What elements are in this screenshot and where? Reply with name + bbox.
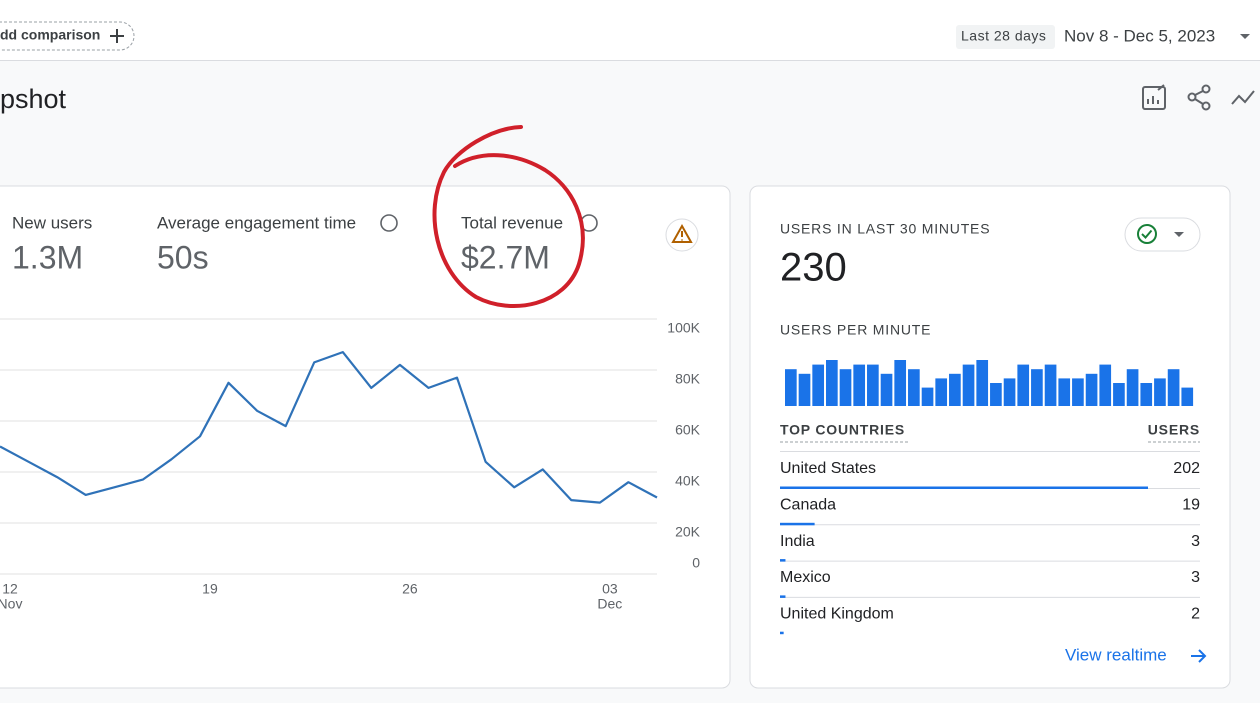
bar — [1140, 383, 1153, 406]
customize-glyph — [1147, 84, 1165, 104]
metric-label[interactable]: Average engagement time — [157, 213, 356, 232]
plus-icon — [110, 29, 124, 43]
bar — [867, 364, 879, 406]
bar — [1044, 364, 1057, 406]
metric-label[interactable]: New users — [12, 213, 92, 232]
y-tick-label: 20K — [675, 524, 701, 540]
toolbar-icons — [1142, 84, 1255, 111]
x-tick-label: 03 — [602, 581, 618, 597]
share-icon[interactable] — [1194, 90, 1204, 105]
y-tick-label: 40K — [675, 473, 701, 489]
country-bar — [780, 522, 815, 526]
country-name: Mexico — [780, 569, 831, 586]
bar — [1003, 378, 1016, 406]
overview-card — [0, 185, 731, 689]
table-header[interactable]: USERS — [1148, 422, 1200, 438]
range-label[interactable]: Last 28 days — [961, 28, 1046, 44]
bar — [1017, 364, 1030, 406]
share-node — [1201, 84, 1211, 94]
help-icon[interactable] — [380, 214, 398, 232]
warning-icon — [671, 223, 693, 243]
data-line — [0, 351, 658, 504]
country-name: United States — [780, 460, 876, 477]
x-group-label: Nov — [0, 596, 22, 612]
country-users: 3 — [1191, 569, 1200, 586]
view-realtime-link[interactable]: View realtime — [1065, 645, 1167, 664]
bar — [1126, 369, 1139, 406]
bar — [1058, 378, 1071, 406]
country-bar — [780, 595, 786, 598]
bar — [1154, 378, 1166, 406]
bar — [853, 364, 866, 406]
bar — [839, 369, 852, 406]
bar — [1167, 369, 1180, 406]
customize-icon[interactable] — [1142, 86, 1166, 110]
country-bar — [780, 559, 786, 562]
bar — [990, 383, 1002, 406]
annotation-circle — [432, 125, 585, 308]
bar — [1099, 364, 1112, 406]
x-group-label: Dec — [597, 596, 622, 612]
country-bar — [780, 486, 1148, 489]
country-users: 19 — [1182, 497, 1200, 514]
bar — [1181, 387, 1194, 406]
insights-icon[interactable] — [1231, 90, 1255, 105]
country-users: 2 — [1191, 605, 1200, 622]
metric-label[interactable]: Total revenue — [461, 213, 563, 232]
country-name: Canada — [780, 497, 836, 514]
x-tick-label: 26 — [402, 581, 418, 597]
metric-value: 50s — [157, 239, 209, 275]
bar — [812, 364, 825, 406]
country-name: United Kingdom — [780, 605, 894, 622]
bar — [935, 378, 948, 406]
bar-chart-title: USERS PER MINUTE — [780, 322, 931, 338]
bar — [1113, 383, 1125, 406]
bar — [1031, 369, 1043, 406]
y-tick-label: 100K — [667, 320, 700, 336]
bar — [826, 360, 838, 406]
y-tick-label: 80K — [675, 371, 701, 387]
bar — [785, 369, 797, 406]
status-dropdown — [1174, 232, 1184, 237]
bar — [976, 360, 989, 406]
bar — [894, 360, 907, 406]
bar — [962, 364, 975, 406]
link-arrow[interactable] — [1191, 649, 1207, 663]
country-users: 3 — [1191, 533, 1200, 550]
share-node — [1201, 101, 1211, 111]
country-users: 202 — [1173, 460, 1200, 477]
realtime-total: 230 — [780, 246, 847, 290]
status-icon — [1137, 224, 1157, 244]
table-header[interactable]: TOP COUNTRIES — [780, 422, 905, 438]
date-range[interactable]: Nov 8 - Dec 5, 2023 — [1064, 26, 1215, 45]
realtime-card — [749, 185, 1231, 689]
bar — [1072, 378, 1084, 406]
page-title: pshot — [0, 84, 67, 114]
metric-value: $2.7M — [461, 239, 550, 275]
country-name: India — [780, 533, 815, 550]
y-tick-label: 0 — [692, 555, 700, 571]
status-check — [1141, 229, 1153, 239]
x-tick-label: 12 — [2, 581, 18, 597]
metric-value: 1.3M — [12, 239, 83, 275]
bar — [1085, 373, 1098, 406]
range-chip[interactable] — [956, 25, 1055, 49]
add-comparison-chip[interactable] — [0, 21, 135, 51]
bar — [921, 387, 934, 406]
add-comparison-text[interactable]: dd comparison — [0, 27, 100, 43]
bar — [949, 373, 961, 406]
bar — [880, 373, 893, 406]
country-bar — [780, 631, 784, 635]
bar — [908, 369, 920, 406]
share-node — [1187, 92, 1197, 102]
status-chip[interactable] — [1124, 217, 1201, 252]
realtime-title: USERS IN LAST 30 MINUTES — [780, 221, 990, 237]
bar — [798, 373, 811, 406]
date-dropdown[interactable] — [1240, 34, 1250, 39]
y-tick-label: 60K — [675, 422, 701, 438]
x-tick-label: 19 — [202, 581, 218, 597]
